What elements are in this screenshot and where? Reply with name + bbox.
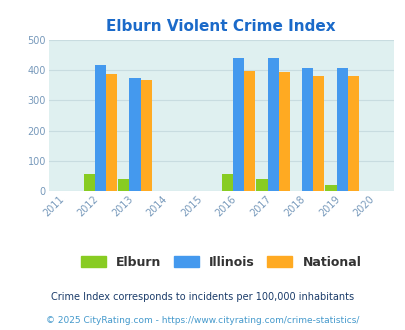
Bar xyxy=(222,174,232,191)
Text: Crime Index corresponds to incidents per 100,000 inhabitants: Crime Index corresponds to incidents per… xyxy=(51,292,354,302)
Bar xyxy=(95,65,106,191)
Bar xyxy=(347,76,358,191)
Bar xyxy=(267,58,278,191)
Bar xyxy=(256,179,267,191)
Bar xyxy=(312,76,323,191)
Bar xyxy=(140,80,151,191)
Bar xyxy=(278,72,289,191)
Text: © 2025 CityRating.com - https://www.cityrating.com/crime-statistics/: © 2025 CityRating.com - https://www.city… xyxy=(46,315,359,325)
Bar xyxy=(301,68,312,191)
Bar xyxy=(129,78,140,191)
Bar xyxy=(84,174,95,191)
Bar xyxy=(106,74,117,191)
Bar xyxy=(325,185,336,191)
Bar xyxy=(118,179,129,191)
Bar xyxy=(243,71,254,191)
Bar xyxy=(336,68,347,191)
Title: Elburn Violent Crime Index: Elburn Violent Crime Index xyxy=(106,19,335,34)
Bar xyxy=(232,58,243,191)
Legend: Elburn, Illinois, National: Elburn, Illinois, National xyxy=(76,251,365,274)
